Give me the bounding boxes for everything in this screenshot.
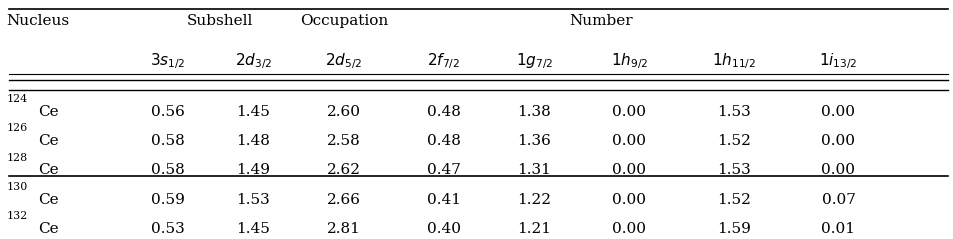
Text: 0.00: 0.00 xyxy=(821,105,855,119)
Text: Subshell: Subshell xyxy=(187,14,253,28)
Text: ${1h}_{9/2}$: ${1h}_{9/2}$ xyxy=(610,51,647,71)
Text: ${2d}_{5/2}$: ${2d}_{5/2}$ xyxy=(325,51,362,71)
Text: 2.66: 2.66 xyxy=(327,193,360,207)
Text: 0.07: 0.07 xyxy=(821,193,855,207)
Text: 0.01: 0.01 xyxy=(821,222,855,236)
Text: 1.45: 1.45 xyxy=(236,222,270,236)
Text: 1.52: 1.52 xyxy=(716,134,750,148)
Text: 1.36: 1.36 xyxy=(517,134,551,148)
Text: Ce: Ce xyxy=(38,134,59,148)
Text: 2.60: 2.60 xyxy=(327,105,360,119)
Text: 1.31: 1.31 xyxy=(517,163,551,177)
Text: Nucleus: Nucleus xyxy=(6,14,70,28)
Text: 1.21: 1.21 xyxy=(517,222,551,236)
Text: 0.00: 0.00 xyxy=(612,163,645,177)
Text: 0.00: 0.00 xyxy=(612,193,645,207)
Text: 1.22: 1.22 xyxy=(517,193,551,207)
Text: Ce: Ce xyxy=(38,105,59,119)
Text: 0.00: 0.00 xyxy=(821,134,855,148)
Text: ${1g}_{7/2}$: ${1g}_{7/2}$ xyxy=(515,51,552,71)
Text: 0.47: 0.47 xyxy=(426,163,460,177)
Text: 128: 128 xyxy=(6,153,28,163)
Text: 1.38: 1.38 xyxy=(517,105,551,119)
Text: 2.62: 2.62 xyxy=(327,163,360,177)
Text: Ce: Ce xyxy=(38,222,59,236)
Text: Occupation: Occupation xyxy=(299,14,388,28)
Text: 1.48: 1.48 xyxy=(236,134,270,148)
Text: 0.58: 0.58 xyxy=(151,163,185,177)
Text: 0.56: 0.56 xyxy=(151,105,185,119)
Text: 1.53: 1.53 xyxy=(717,163,750,177)
Text: 1.53: 1.53 xyxy=(717,105,750,119)
Text: ${2f}_{7/2}$: ${2f}_{7/2}$ xyxy=(427,51,459,71)
Text: 2.58: 2.58 xyxy=(327,134,360,148)
Text: ${3s}_{1/2}$: ${3s}_{1/2}$ xyxy=(150,51,185,71)
Text: 0.48: 0.48 xyxy=(426,134,460,148)
Text: 0.48: 0.48 xyxy=(426,105,460,119)
Text: 1.49: 1.49 xyxy=(236,163,271,177)
Text: 0.53: 0.53 xyxy=(151,222,185,236)
Text: 1.52: 1.52 xyxy=(716,193,750,207)
Text: 132: 132 xyxy=(6,212,28,222)
Text: 1.53: 1.53 xyxy=(236,193,270,207)
Text: 130: 130 xyxy=(6,182,28,192)
Text: Number: Number xyxy=(568,14,632,28)
Text: 0.58: 0.58 xyxy=(151,134,185,148)
Text: 126: 126 xyxy=(6,123,28,133)
Text: 0.40: 0.40 xyxy=(426,222,460,236)
Text: Ce: Ce xyxy=(38,163,59,177)
Text: 1.59: 1.59 xyxy=(716,222,750,236)
Text: 2.81: 2.81 xyxy=(327,222,360,236)
Text: 0.59: 0.59 xyxy=(151,193,185,207)
Text: Ce: Ce xyxy=(38,193,59,207)
Text: 0.00: 0.00 xyxy=(612,134,645,148)
Text: ${2d}_{3/2}$: ${2d}_{3/2}$ xyxy=(234,51,272,71)
Text: 0.41: 0.41 xyxy=(426,193,460,207)
Text: ${1i}_{13/2}$: ${1i}_{13/2}$ xyxy=(819,51,857,71)
Text: 1.45: 1.45 xyxy=(236,105,270,119)
Text: 0.00: 0.00 xyxy=(612,222,645,236)
Text: 0.00: 0.00 xyxy=(612,105,645,119)
Text: 0.00: 0.00 xyxy=(821,163,855,177)
Text: ${1h}_{11/2}$: ${1h}_{11/2}$ xyxy=(711,51,755,71)
Text: 124: 124 xyxy=(6,94,28,104)
